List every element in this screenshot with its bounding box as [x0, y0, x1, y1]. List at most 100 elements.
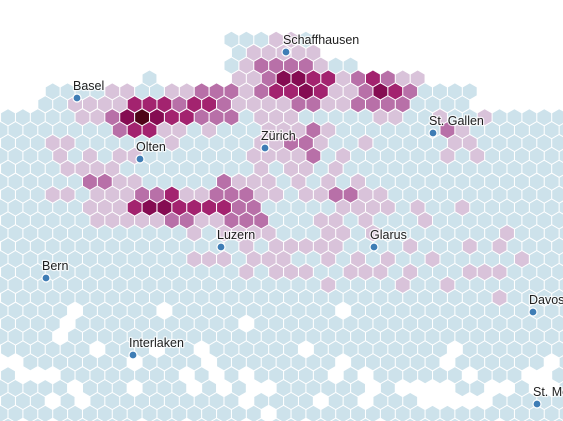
hex-cell — [433, 109, 447, 126]
hex-cell — [60, 212, 75, 229]
hex-cell — [97, 173, 112, 190]
hex-cell — [83, 122, 97, 139]
hex-cell — [343, 289, 358, 306]
hex-cell — [142, 276, 157, 293]
hex-cell — [97, 380, 112, 397]
hex-cell — [112, 173, 127, 190]
hex-cell — [164, 264, 179, 280]
hex-cell — [209, 135, 224, 151]
hex-cell — [343, 83, 358, 100]
hex-cell — [321, 96, 336, 113]
hex-cell — [38, 302, 53, 319]
hex-cell — [291, 302, 306, 319]
hex-cell — [45, 135, 60, 151]
hex-cell — [537, 160, 552, 177]
hex-cell — [485, 328, 500, 345]
city-label-luzern: Luzern — [217, 228, 255, 242]
hex-cell — [306, 380, 321, 397]
hex-cell — [321, 380, 336, 397]
hex-cell — [529, 276, 544, 293]
hex-cell — [298, 160, 313, 177]
hex-cell — [313, 109, 328, 126]
hex-cell — [1, 341, 15, 358]
hex-cell — [351, 122, 365, 139]
hex-cell — [30, 289, 45, 306]
hex-cell — [172, 173, 187, 190]
hex-cell — [172, 328, 187, 345]
hex-cell — [38, 96, 53, 113]
hex-cell — [373, 315, 388, 332]
hex-cell — [544, 302, 559, 319]
hex-cell — [451, 418, 459, 421]
hex-cell — [217, 225, 231, 242]
hex-cell — [455, 147, 470, 164]
hex-cell — [164, 238, 179, 255]
hex-cell — [209, 393, 224, 409]
hex-cell — [321, 405, 336, 421]
hex-cell — [425, 251, 440, 268]
hex-cell — [358, 83, 373, 100]
hex-cell — [500, 328, 514, 345]
hex-cell — [157, 276, 172, 293]
hex-cell — [410, 276, 425, 293]
hex-cell — [492, 341, 507, 358]
hex-cell — [254, 238, 269, 255]
hex-cell — [455, 405, 470, 421]
hex-cell — [157, 173, 172, 190]
hex-cell — [97, 225, 112, 242]
hex-cell — [8, 251, 23, 268]
hex-cell — [447, 83, 462, 100]
hex-cell — [108, 418, 117, 421]
hex-cell — [224, 341, 239, 358]
hex-cell — [462, 315, 477, 332]
hex-cell — [514, 225, 529, 242]
hex-cell — [239, 212, 254, 229]
hex-cell — [172, 122, 187, 139]
hex-cell — [455, 354, 470, 371]
hex-cell — [254, 264, 269, 280]
hex-cell — [298, 212, 313, 229]
hex-cell — [470, 225, 485, 242]
hex-cell — [418, 367, 433, 384]
hex-cell — [45, 289, 60, 306]
hex-cell — [514, 380, 529, 397]
hex-cell — [455, 122, 470, 139]
hex-cell — [105, 83, 120, 100]
hex-cell — [68, 173, 82, 190]
city-label-bern: Bern — [42, 259, 68, 273]
hex-cell — [164, 186, 179, 203]
hex-cell — [53, 354, 68, 371]
hex-cell — [120, 393, 135, 409]
hex-cell — [403, 186, 418, 203]
hex-cell — [142, 70, 157, 87]
hex-cell — [447, 212, 462, 229]
hex-cell — [500, 251, 514, 268]
hex-cell — [127, 199, 142, 216]
hex-cell — [366, 70, 380, 87]
hex-cell — [150, 315, 164, 332]
hex-cell — [1, 212, 15, 229]
hex-cell — [284, 238, 298, 255]
hex-cell — [447, 186, 462, 203]
hex-cell — [150, 186, 164, 203]
hex-cell — [254, 31, 269, 48]
hex-cell — [403, 83, 418, 100]
hex-cell — [179, 160, 194, 177]
hex-cell — [500, 405, 514, 421]
hex-cell — [447, 135, 462, 151]
hex-cell — [306, 302, 321, 319]
hex-cell — [358, 341, 373, 358]
hex-cell — [373, 109, 388, 126]
hex-cell — [447, 367, 462, 384]
hex-cell — [112, 405, 127, 421]
hex-cell — [328, 186, 343, 203]
hex-cell — [202, 328, 217, 345]
hex-cell — [53, 173, 68, 190]
hex-cell — [150, 135, 164, 151]
hex-cell — [202, 96, 217, 113]
hex-cell — [23, 302, 38, 319]
hex-cell — [507, 135, 522, 151]
hex-cell — [75, 160, 90, 177]
hex-cell — [269, 109, 284, 126]
hex-cell — [462, 186, 477, 203]
